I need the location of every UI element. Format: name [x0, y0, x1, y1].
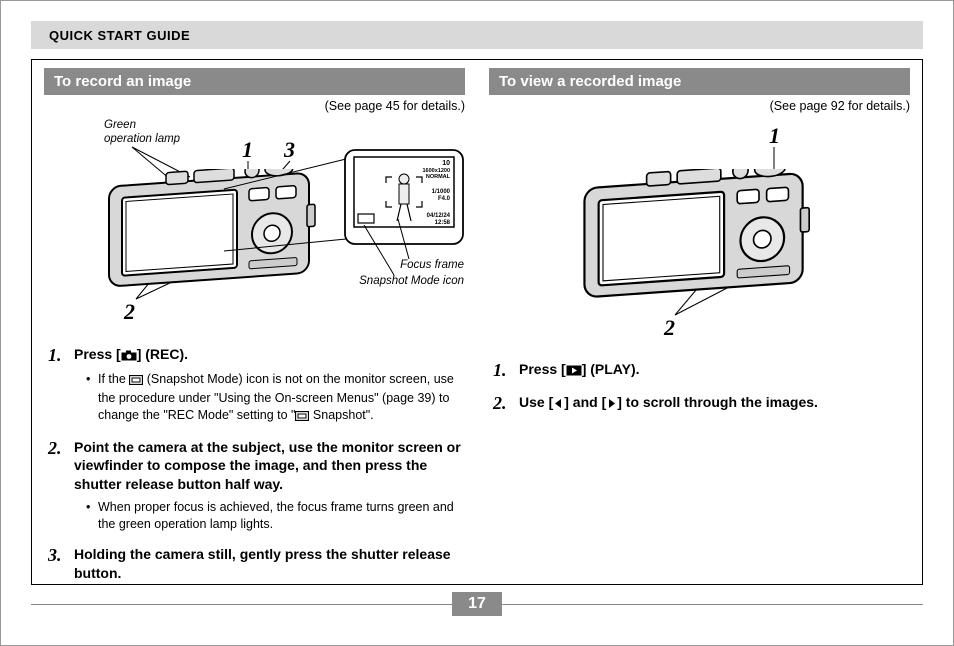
- left-step-1: Press [ ] (REC). If the (Snapshot Mode) i…: [48, 345, 461, 426]
- right-illustration: 1 2: [489, 119, 910, 344]
- text: Use [: [519, 394, 553, 410]
- left-illustration: Green operation lamp 1 3 2: [44, 119, 465, 329]
- right-step-2: Use [ ] and [ ] to scroll through the imag…: [493, 393, 906, 414]
- snapshot-mode-icon: [295, 409, 309, 426]
- left-step-2-title: Point the camera at the subject, use the…: [74, 438, 461, 495]
- camera-rec-icon: [121, 347, 137, 366]
- left-step-1-bullet: If the (Snapshot Mode) icon is not on th…: [86, 371, 461, 426]
- left-step-2-sub: When proper focus is achieved, the focus…: [74, 499, 461, 533]
- svg-text:10: 10: [442, 160, 450, 167]
- content-frame: To record an image (See page 45 for deta…: [31, 59, 923, 585]
- svg-text:1/1000: 1/1000: [432, 189, 451, 195]
- header-bar: QUICK START GUIDE: [31, 21, 923, 49]
- text: ] (REC).: [137, 346, 188, 362]
- snapshot-mode-icon: [129, 373, 143, 390]
- right-column: To view a recorded image (See page 92 fo…: [477, 60, 922, 584]
- page-number: 17: [452, 592, 502, 616]
- text: (Snapshot Mode) icon is not on the monit…: [98, 372, 454, 422]
- right-see-page: (See page 92 for details.): [489, 99, 910, 113]
- right-step-1-title: Press [ ] (PLAY).: [519, 360, 906, 381]
- page: QUICK START GUIDE To record an image (Se…: [0, 0, 954, 646]
- text: ] and [: [564, 394, 606, 410]
- camera-illustration-right: [579, 169, 819, 311]
- text: If the: [98, 372, 129, 386]
- text: Press [: [519, 361, 566, 377]
- left-step-1-title: Press [ ] (REC).: [74, 345, 461, 366]
- left-step-3-title: Holding the camera still, gently press t…: [74, 545, 461, 583]
- svg-text:NORMAL: NORMAL: [426, 174, 451, 180]
- play-icon: [566, 362, 582, 381]
- left-step-1-sub: If the (Snapshot Mode) icon is not on th…: [74, 371, 461, 426]
- right-step-2-title: Use [ ] and [ ] to scroll through the imag…: [519, 393, 906, 414]
- left-see-page: (See page 45 for details.): [44, 99, 465, 113]
- svg-text:F4.0: F4.0: [438, 196, 451, 202]
- left-steps: Press [ ] (REC). If the (Snapshot Mode) i…: [44, 345, 465, 583]
- header-title: QUICK START GUIDE: [49, 28, 190, 43]
- left-arrow-icon: [553, 395, 564, 414]
- left-step-2: Point the camera at the subject, use the…: [48, 438, 461, 533]
- page-number-bar: 17: [31, 589, 923, 619]
- right-section-title: To view a recorded image: [489, 68, 910, 95]
- right-steps: Press [ ] (PLAY). Use [ ] and [ ] to scroll…: [489, 360, 910, 414]
- preview-bottom-callout-lines: [354, 219, 444, 279]
- preview-callout-lines: [224, 179, 354, 259]
- left-step-3: Holding the camera still, gently press t…: [48, 545, 461, 583]
- right-step-1: Press [ ] (PLAY).: [493, 360, 906, 381]
- left-step-2-bullet: When proper focus is achieved, the focus…: [86, 499, 461, 533]
- text: ] (PLAY).: [582, 361, 640, 377]
- text: Press [: [74, 346, 121, 362]
- left-column: To record an image (See page 45 for deta…: [32, 60, 477, 584]
- text: Snapshot".: [309, 408, 373, 422]
- left-section-title: To record an image: [44, 68, 465, 95]
- right-arrow-icon: [606, 395, 617, 414]
- text: ] to scroll through the images.: [617, 394, 818, 410]
